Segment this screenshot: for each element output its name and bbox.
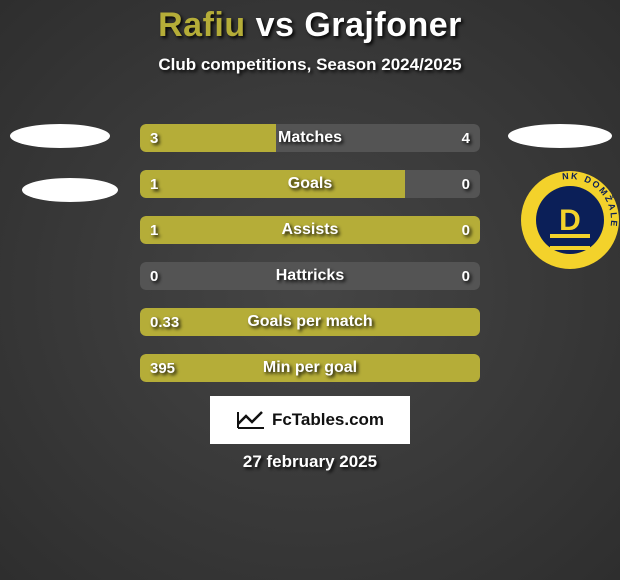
title-player2: Grajfoner [304, 6, 462, 44]
club-badge-svg: D NK DOMŽALE [520, 170, 620, 270]
comparison-bars: 34Matches 10Goals 10Assists 00Hattricks 0.33… [140, 124, 480, 400]
date-text: 27 february 2025 [0, 452, 620, 472]
avatar-right-ellipse [508, 124, 612, 148]
infographic-root: Rafiu vs Grajfoner Club competitions, Se… [0, 0, 620, 580]
club-badge: D NK DOMŽALE [520, 170, 620, 270]
svg-text:D: D [559, 204, 581, 237]
bar-row: 0.33Goals per match [140, 308, 480, 336]
title-player1: Rafiu [158, 6, 246, 44]
bar-label: Hattricks [140, 262, 480, 290]
bar-row: 34Matches [140, 124, 480, 152]
fctables-logo: FcTables.com [210, 396, 410, 444]
logo-text: FcTables.com [272, 410, 384, 430]
bar-row: 395Min per goal [140, 354, 480, 382]
bar-label: Goals per match [140, 308, 480, 336]
title-vs: vs [256, 6, 295, 44]
chart-icon [236, 410, 266, 430]
page-title: Rafiu vs Grajfoner [0, 0, 620, 45]
bar-row: 10Assists [140, 216, 480, 244]
subtitle: Club competitions, Season 2024/2025 [0, 55, 620, 75]
avatar-left-ellipse-1 [10, 124, 110, 148]
bar-label: Assists [140, 216, 480, 244]
bar-label: Min per goal [140, 354, 480, 382]
avatar-left-ellipse-2 [22, 178, 118, 202]
bar-label: Matches [140, 124, 480, 152]
bar-label: Goals [140, 170, 480, 198]
bar-row: 10Goals [140, 170, 480, 198]
bar-row: 00Hattricks [140, 262, 480, 290]
